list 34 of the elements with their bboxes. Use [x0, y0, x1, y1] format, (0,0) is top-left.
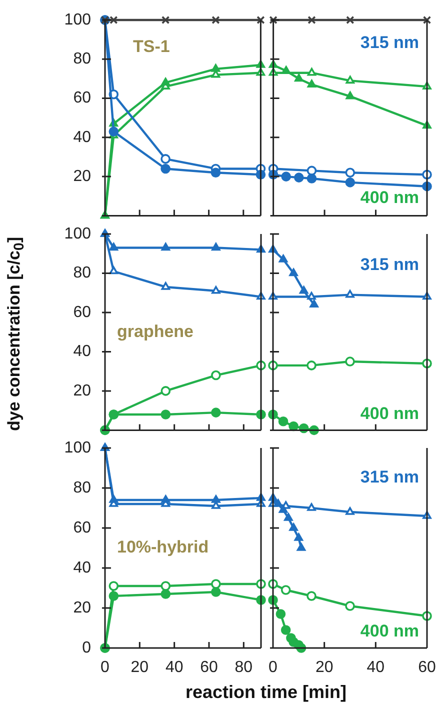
annotation: graphene — [117, 322, 194, 341]
annotation: 400 nm — [360, 188, 419, 207]
annotation: 315 nm — [360, 255, 419, 274]
y-tick-label: 20 — [73, 599, 92, 616]
annotation: 400 nm — [360, 622, 419, 641]
y-tick-label: 40 — [73, 343, 92, 360]
y-tick-label: 100 — [64, 225, 92, 242]
annotation: 400 nm — [360, 404, 419, 424]
x-tick-label: 40 — [165, 659, 184, 676]
x-tick-label: 0 — [100, 659, 110, 676]
x-tick-label: 60 — [200, 659, 218, 676]
y-tick-label: 80 — [73, 264, 92, 282]
y-tick-label: 0 — [82, 639, 92, 656]
annotation: 10%-hybrid — [117, 538, 209, 557]
y-tick-label: 60 — [73, 304, 92, 321]
y-tick-label: 100 — [64, 11, 92, 28]
x-tick-label: 20 — [315, 659, 334, 676]
x-tick-label: 20 — [130, 659, 149, 676]
y-tick-label: 20 — [73, 382, 92, 400]
y-tick-label: 60 — [73, 90, 92, 107]
x-tick-label: 80 — [234, 659, 253, 676]
annotation: 315 nm — [360, 468, 419, 487]
x-tick-label: 60 — [418, 659, 436, 676]
y-tick-label: 40 — [73, 128, 92, 146]
y-tick-label: 20 — [73, 168, 92, 185]
y-tick-label: 40 — [73, 559, 92, 576]
x-tick-label: 40 — [366, 659, 385, 676]
annotation: 315 nm — [360, 33, 419, 52]
y-tick-label: 100 — [64, 439, 92, 456]
x-tick-label: 0 — [268, 659, 278, 676]
y-tick-label: 80 — [73, 479, 92, 496]
y-tick-label: 60 — [73, 519, 92, 536]
x-axis-title: reaction time [min] — [184, 682, 348, 703]
y-tick-label: 80 — [73, 50, 92, 68]
